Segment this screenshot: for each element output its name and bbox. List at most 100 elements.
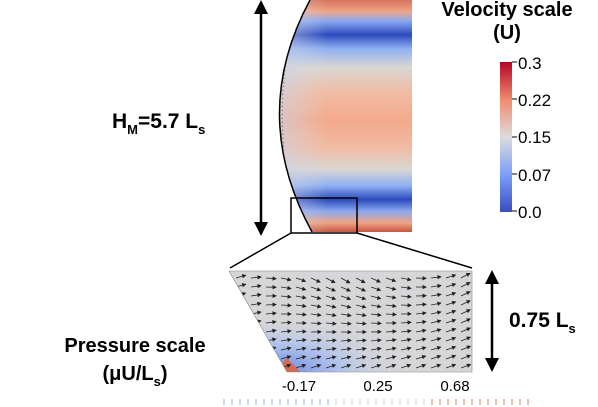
flow-vector-head xyxy=(466,354,472,359)
flow-vector-head xyxy=(301,286,307,291)
flow-vector-head xyxy=(436,345,442,351)
flow-vector-head xyxy=(287,294,292,299)
flow-vector-head xyxy=(466,336,472,341)
flow-vector-head xyxy=(436,337,442,342)
flow-vector-head xyxy=(392,346,397,351)
flow-vector-head xyxy=(451,283,457,288)
flow-vector-head xyxy=(271,354,277,360)
flow-vector-head xyxy=(451,336,457,341)
flow-vector-head xyxy=(451,345,457,350)
flow-vector-head xyxy=(302,346,307,351)
flow-vector-head xyxy=(257,292,262,298)
flow-vector xyxy=(265,364,276,369)
velocity-tick-label: 0.0 xyxy=(518,203,542,222)
flow-vector-head xyxy=(391,355,397,360)
flow-vector-head xyxy=(451,291,457,297)
flow-vector-head xyxy=(362,329,367,335)
flow-vector-head xyxy=(241,300,247,306)
flow-vector-head xyxy=(361,304,367,309)
flow-vector-head xyxy=(451,327,457,332)
velocity-tick-label: 0.07 xyxy=(518,166,551,185)
flow-vector-head xyxy=(421,363,427,368)
flow-vector-head xyxy=(391,363,397,368)
velocity-colorbar xyxy=(500,62,512,212)
flow-vector-head xyxy=(241,274,247,279)
flow-vector-head xyxy=(330,279,336,283)
flow-vector-head xyxy=(287,303,292,308)
flow-vector-head xyxy=(407,329,412,334)
pressure-tick-label: 0.25 xyxy=(363,378,392,395)
flow-vector-head xyxy=(466,318,471,323)
flow-vector-head xyxy=(272,293,277,299)
flow-vector-head xyxy=(257,310,262,315)
flow-vector-head xyxy=(377,312,382,317)
height-label: HM=5.7 Ls xyxy=(112,110,205,137)
velocity-scale-title: Velocity scale xyxy=(441,0,572,21)
flow-vector xyxy=(250,329,261,333)
flow-vector-head xyxy=(376,287,382,292)
flow-vector xyxy=(235,355,246,360)
height-arrow xyxy=(254,0,268,236)
pressure-colorbar-ticks xyxy=(223,399,529,405)
flow-vector-head xyxy=(316,363,322,368)
flow-vector-head xyxy=(272,276,277,281)
flow-vector-head xyxy=(376,355,382,360)
flow-vector-head xyxy=(377,304,382,309)
flow-vector-head xyxy=(346,304,352,309)
flow-vector-head xyxy=(332,338,337,343)
flow-vector-head xyxy=(302,329,307,334)
velocity-tick-label: 0.15 xyxy=(518,128,551,147)
flow-vector-head xyxy=(451,309,457,314)
flow-vector-head xyxy=(451,354,457,359)
flow-vector-head xyxy=(241,318,247,324)
velocity-ticks xyxy=(512,61,517,212)
flow-vector-head xyxy=(422,311,427,316)
flow-vector-head xyxy=(286,346,292,351)
flow-vector-head xyxy=(361,287,367,292)
flow-vector-head xyxy=(360,279,366,284)
flow-vector-head xyxy=(317,312,322,317)
flow-vector-head xyxy=(301,355,307,360)
flow-vector-head xyxy=(436,328,442,333)
flow-vector-head xyxy=(331,304,337,309)
flow-vector xyxy=(235,364,246,369)
flow-vector-head xyxy=(422,276,427,281)
flow-vector-head xyxy=(437,301,442,306)
flow-vector-head xyxy=(332,321,337,326)
flow-vector-head xyxy=(346,296,352,301)
flow-vector-head xyxy=(466,363,472,368)
flow-vector-head xyxy=(406,363,412,368)
flow-vector-head xyxy=(407,303,412,308)
flow-vector-head xyxy=(377,346,382,351)
velocity-scale-unit: (U) xyxy=(493,22,521,44)
velocity-tick-label: 0.22 xyxy=(518,91,551,110)
flow-vector-head xyxy=(436,363,442,368)
flow-vector-head xyxy=(302,303,307,308)
flow-vector-head xyxy=(392,329,397,334)
flow-vector-head xyxy=(361,296,367,301)
flow-vector-head xyxy=(241,292,247,297)
flow-vector-head xyxy=(287,285,292,291)
flow-vector-head xyxy=(241,354,247,359)
flow-vector-head xyxy=(392,320,397,326)
flow-vector-head xyxy=(437,292,442,298)
flow-vector-head xyxy=(272,320,277,325)
flow-vector-head xyxy=(241,327,247,332)
flow-vector-head xyxy=(345,279,351,284)
flow-vector-head xyxy=(302,320,307,326)
flow-vector-head xyxy=(287,311,292,317)
flow-vector-head xyxy=(256,363,262,368)
flow-vector-head xyxy=(347,338,352,343)
flow-vector-head xyxy=(272,311,277,316)
flow-vector-head xyxy=(301,278,307,283)
flow-vector-head xyxy=(271,337,277,342)
flow-vector-head xyxy=(465,273,471,277)
flow-vector-head xyxy=(331,355,337,360)
flow-vector-head xyxy=(376,278,382,283)
flow-vector-head xyxy=(377,329,382,334)
flow-vector-head xyxy=(272,302,277,307)
pressure-tick-label: -0.17 xyxy=(282,378,316,395)
flow-vector-head xyxy=(257,275,262,280)
flow-vector-head xyxy=(271,363,277,368)
